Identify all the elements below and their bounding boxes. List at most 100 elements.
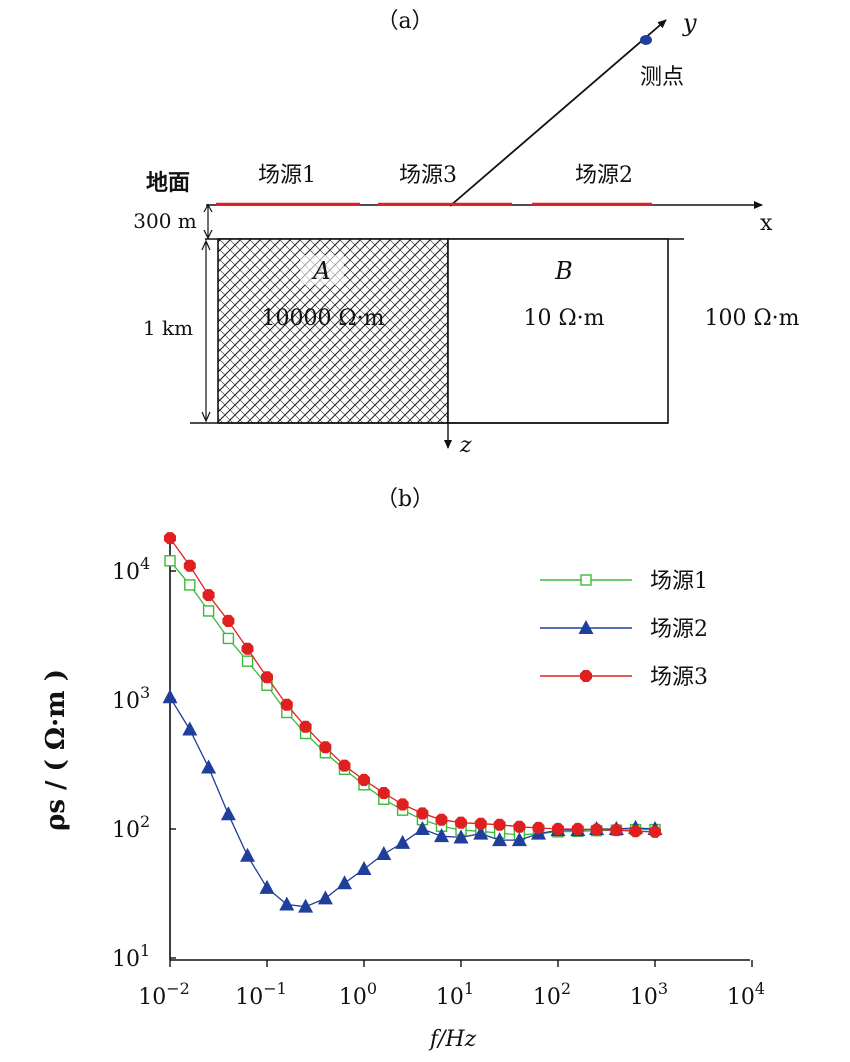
data-point xyxy=(319,741,332,754)
data-point xyxy=(317,890,333,905)
y-tick-exp: 1 xyxy=(140,941,150,960)
x-tick-base: 10 xyxy=(533,985,561,1010)
data-point xyxy=(453,829,469,844)
data-point xyxy=(259,879,275,894)
data-point xyxy=(414,821,430,835)
legend-label: 场源2 xyxy=(650,617,708,642)
data-point xyxy=(511,832,527,847)
data-point xyxy=(435,813,448,826)
data-point xyxy=(338,759,351,772)
data-point xyxy=(552,823,564,835)
data-point xyxy=(492,832,508,847)
source3-label: 场源3 xyxy=(399,163,457,188)
data-point xyxy=(164,532,176,545)
data-point xyxy=(261,671,273,684)
x-tick-base: 10 xyxy=(235,985,263,1010)
panel-b: （b） 10−2 10−1 100 101 102 103 104 101102103104… xyxy=(41,487,765,1052)
y-axis-title: ρs / ( Ω·m ) xyxy=(41,669,71,831)
block-a-resistivity: 10000 Ω·m xyxy=(261,306,384,331)
data-point xyxy=(298,898,314,913)
background-resistivity: 100 Ω·m xyxy=(704,306,799,331)
x-tick-base: 10 xyxy=(138,985,166,1010)
data-point xyxy=(395,834,411,849)
data-point xyxy=(202,605,215,617)
y-tick-label: 101 xyxy=(112,941,150,972)
data-point xyxy=(532,821,545,834)
data-point xyxy=(610,824,623,837)
data-point xyxy=(299,720,312,733)
data-point xyxy=(629,825,642,838)
x-tick-label: 101 xyxy=(436,979,474,1010)
data-point xyxy=(493,818,506,831)
legend-marker xyxy=(578,620,594,634)
y-axis-label: y xyxy=(682,9,697,37)
data-point xyxy=(184,579,196,591)
y-tick-exp: 3 xyxy=(140,683,150,702)
data-point xyxy=(358,773,370,786)
series-1 xyxy=(164,555,661,841)
data-point xyxy=(571,823,584,835)
data-point xyxy=(649,825,661,838)
y-tick-label: 102 xyxy=(112,812,150,843)
block-b-resistivity: 10 Ω·m xyxy=(523,306,604,331)
data-point xyxy=(240,847,256,862)
data-point xyxy=(201,759,217,774)
legend-marker xyxy=(580,670,592,682)
thickness-label: 1 km xyxy=(143,316,193,340)
z-axis-label: z xyxy=(459,433,472,458)
data-point xyxy=(220,806,236,821)
x-axis-title-text: f/Hz xyxy=(428,1027,477,1052)
data-point xyxy=(241,642,254,655)
legend-label: 场源3 xyxy=(650,665,708,690)
y-tick-label: 103 xyxy=(112,683,150,714)
x-tick-exp: 3 xyxy=(658,979,668,998)
y-tick-base: 10 xyxy=(112,689,140,714)
x-tick-base: 10 xyxy=(339,985,367,1010)
data-point xyxy=(162,689,178,704)
series-3 xyxy=(164,532,661,838)
data-point xyxy=(590,823,603,836)
series-2 xyxy=(162,689,663,913)
measure-point-label: 测点 xyxy=(640,65,684,90)
data-point xyxy=(434,828,450,843)
y-tick-exp: 4 xyxy=(140,554,150,573)
x-tick-base: 10 xyxy=(436,985,464,1010)
data-point xyxy=(279,896,295,911)
ground-label: 地面 xyxy=(146,170,190,196)
x-tick-label: 102 xyxy=(533,979,571,1010)
data-point xyxy=(513,820,526,833)
series-layer xyxy=(162,532,663,913)
x-tick-exp: 0 xyxy=(367,979,377,998)
x-tick-label: 100 xyxy=(339,979,377,1010)
series-line xyxy=(169,696,656,908)
data-point xyxy=(416,807,429,820)
data-point xyxy=(396,798,409,811)
block-a-letter: A xyxy=(311,257,330,285)
x-axis-title: f/Hz xyxy=(428,1027,477,1052)
x-ticks: 10−2 10−1 100 101 102 103 104 xyxy=(138,960,765,1010)
x-tick-label: 104 xyxy=(727,979,765,1010)
data-point xyxy=(222,614,235,627)
x-axis-label: x xyxy=(760,211,773,236)
x-tick-label: 103 xyxy=(630,979,668,1010)
data-point xyxy=(455,816,467,829)
depth-label: 300 m xyxy=(133,209,197,233)
source1-label: 场源1 xyxy=(258,163,316,188)
y-tick-base: 10 xyxy=(112,560,140,585)
x-tick-label: 10−2 xyxy=(138,979,190,1010)
data-point xyxy=(202,589,215,602)
x-tick-exp: 4 xyxy=(755,979,765,998)
y-axis-line xyxy=(449,19,667,207)
data-point xyxy=(241,655,254,667)
y-tick-base: 10 xyxy=(112,947,140,972)
panel-a: （a） y 测点 地面 场源1 场源3 场源2 x 300 m A 10000 … xyxy=(133,9,799,458)
x-tick-base: 10 xyxy=(630,985,658,1010)
panel-b-label: （b） xyxy=(376,487,434,512)
legend-label: 场源1 xyxy=(650,569,708,594)
y-tick-exp: 2 xyxy=(140,812,150,831)
data-point xyxy=(474,817,487,830)
data-point xyxy=(377,787,390,799)
measure-point-marker xyxy=(640,35,652,45)
